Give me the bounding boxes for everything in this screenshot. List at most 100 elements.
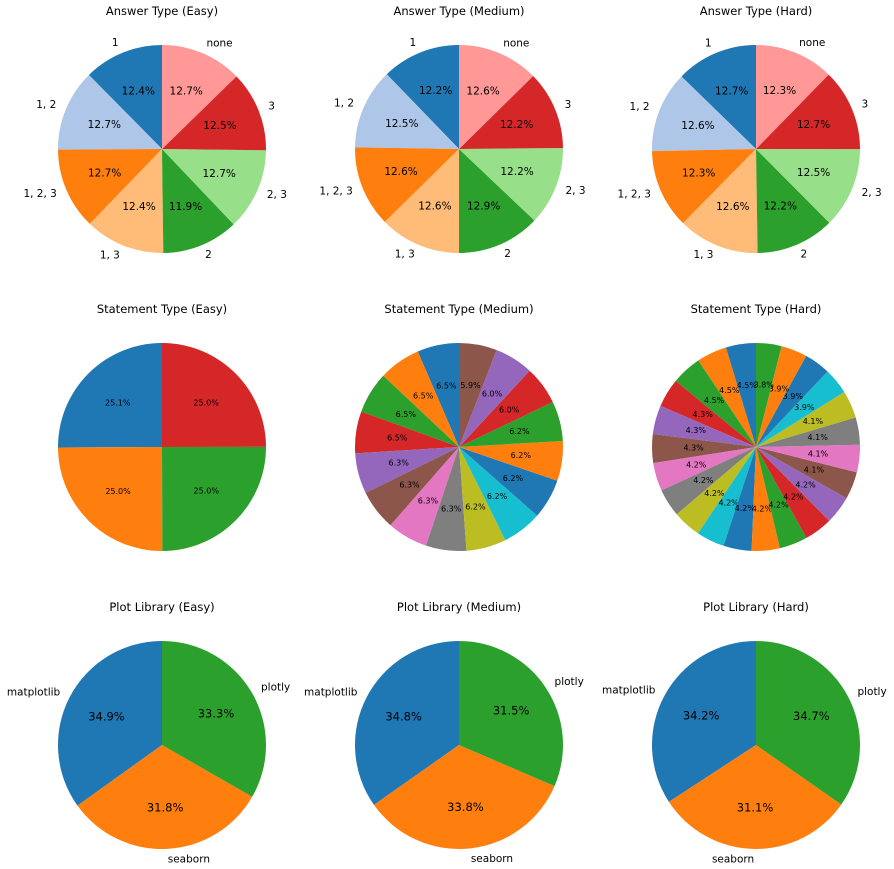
slice-category-label: none xyxy=(206,38,232,50)
slice-percent-label: 31.8% xyxy=(147,800,184,814)
pie-slice xyxy=(77,745,253,850)
pie-statement-type-medium: Statement Type (Medium)6.5%6.5%6.5%6.5%6… xyxy=(354,302,563,552)
slice-percent-label: 4.5% xyxy=(704,396,725,405)
slice-percent-label: 25.0% xyxy=(105,487,131,496)
slice-category-label: 3 xyxy=(861,99,868,111)
pie-slice xyxy=(58,641,162,806)
pie-slice xyxy=(57,343,162,448)
slice-percent-label: 5.9% xyxy=(460,381,481,390)
slice-percent-label: 12.4% xyxy=(122,85,155,97)
slice-percent-label: 6.5% xyxy=(396,410,417,419)
pie-answer-type-medium: Answer Type (Medium) 12.2% 1 12.5% 1, 2 12.6%… xyxy=(319,4,585,261)
slice-percent-label: 12.6% xyxy=(681,120,714,132)
pie-slice xyxy=(162,76,266,151)
slice-category-label: matplotlib xyxy=(602,685,656,697)
pie-statement-type-easy: Statement Type (Easy) 25.1% 25.0% 25.0% 25.0… xyxy=(57,302,267,552)
slice-percent-label: 6.3% xyxy=(418,497,439,506)
pie-slice xyxy=(756,355,828,447)
chart-title: Answer Type (Medium) xyxy=(393,4,524,18)
slice-percent-label: 12.7% xyxy=(88,168,121,180)
chart-title: Plot Library (Easy) xyxy=(109,600,214,614)
pie-slice xyxy=(355,641,459,805)
pie-slice xyxy=(459,440,563,481)
slice-percent-label: 12.2% xyxy=(500,119,533,131)
slice-percent-label: 12.2% xyxy=(500,166,533,178)
pie-slice xyxy=(390,447,459,546)
slice-percent-label: 4.2% xyxy=(735,504,756,513)
slice-category-label: 3 xyxy=(565,99,572,111)
slice-category-label: 2, 3 xyxy=(267,189,287,201)
pie-slice xyxy=(756,447,847,521)
slice-percent-label: 4.2% xyxy=(693,476,714,485)
slice-percent-label: 34.7% xyxy=(793,709,830,723)
pie-slice xyxy=(162,149,234,253)
slice-percent-label: 4.5% xyxy=(737,381,758,390)
pie-slice xyxy=(681,44,756,149)
slice-percent-label: 12.6% xyxy=(384,166,417,178)
pie-slice xyxy=(676,447,756,534)
pie-slice xyxy=(756,391,856,447)
pie-slice xyxy=(57,75,162,150)
slice-percent-label: 6.3% xyxy=(399,480,420,489)
slice-category-label: 2, 3 xyxy=(565,185,585,197)
slice-percent-label: 6.2% xyxy=(487,492,508,501)
pie-statement-type-hard: Statement Type (Hard)4.5%4.5%4.5%4.3%4.3… xyxy=(651,302,861,552)
pie-slice xyxy=(459,149,535,253)
pie-plot-library-medium: Plot Library (Medium) 34.8% matplotlib 33.8… xyxy=(304,600,584,865)
slice-category-label: plotly xyxy=(857,686,886,698)
slice-percent-label: 12.6% xyxy=(716,201,749,213)
slice-category-label: seaborn xyxy=(168,853,210,865)
chart-title: Answer Type (Hard) xyxy=(700,4,813,18)
pie-slice xyxy=(756,417,860,447)
pie-slice xyxy=(756,641,861,805)
slice-category-label: none xyxy=(503,37,529,49)
pie-slice xyxy=(756,149,860,223)
pie-slice xyxy=(756,346,807,447)
slice-percent-label: 4.1% xyxy=(808,450,829,459)
pie-answer-type-easy: Answer Type (Easy) 12.4% 1 12.7% 1, 2 12.7% 1,… xyxy=(23,4,286,261)
slice-percent-label: 11.9% xyxy=(169,201,202,213)
slice-category-label: 1, 3 xyxy=(395,249,415,261)
pie-slice xyxy=(459,447,506,551)
slice-category-label: 2 xyxy=(800,248,807,260)
slice-category-label: 1, 2 xyxy=(630,101,650,113)
pie-slice xyxy=(651,433,756,464)
slice-category-label: matplotlib xyxy=(7,687,61,699)
slice-percent-label: 34.2% xyxy=(683,708,720,722)
pie-slice xyxy=(459,343,497,447)
pie-slice xyxy=(354,411,459,454)
slice-percent-label: 3.8% xyxy=(754,381,775,390)
pie-slice xyxy=(756,447,830,538)
slice-percent-label: 4.3% xyxy=(693,410,714,419)
pie-slice xyxy=(386,45,459,149)
slice-percent-label: 4.1% xyxy=(803,417,824,426)
pie-slice xyxy=(756,149,830,253)
slice-percent-label: 6.0% xyxy=(482,390,503,399)
slice-percent-label: 12.2% xyxy=(764,200,797,212)
slice-category-label: 2, 3 xyxy=(862,187,882,199)
pie-slice xyxy=(697,447,756,546)
slice-percent-label: 12.5% xyxy=(797,167,830,179)
slice-percent-label: 6.2% xyxy=(509,427,530,436)
slice-category-label: none xyxy=(799,37,825,49)
slice-category-label: 1 xyxy=(112,37,119,49)
pie-plot-library-hard: Plot Library (Hard) 34.2% matplotlib 31.1% s… xyxy=(602,600,887,865)
chart-title: Answer Type (Easy) xyxy=(106,4,218,18)
pie-slice xyxy=(751,447,780,552)
pie-slice xyxy=(756,371,845,447)
pie-slice xyxy=(698,347,756,447)
pie-slice xyxy=(383,351,459,447)
pie-slice xyxy=(756,447,857,499)
chart-title: Plot Library (Medium) xyxy=(397,600,521,614)
slice-percent-label: 25.0% xyxy=(194,487,220,496)
pie-slice xyxy=(355,74,459,149)
slice-percent-label: 12.7% xyxy=(715,86,748,98)
slice-percent-label: 4.2% xyxy=(752,505,773,514)
slice-percent-label: 12.9% xyxy=(467,200,500,212)
slice-percent-label: 4.3% xyxy=(686,426,707,435)
slice-percent-label: 3.9% xyxy=(769,384,790,393)
slice-percent-label: 3.9% xyxy=(794,403,815,412)
pie-slice xyxy=(58,149,162,224)
slice-percent-label: 6.3% xyxy=(441,504,462,513)
slice-category-label: 2 xyxy=(504,248,511,260)
